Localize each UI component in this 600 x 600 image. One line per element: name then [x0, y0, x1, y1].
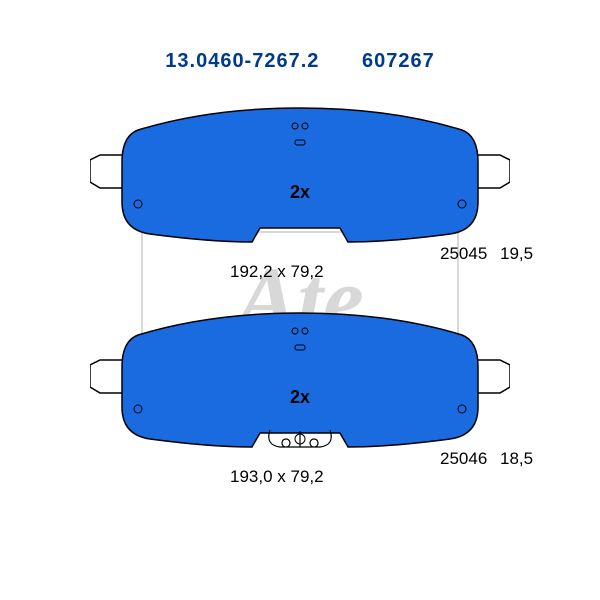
ref-bottom: 25046	[440, 449, 487, 469]
thickness-top: 19,5	[500, 244, 533, 264]
thickness-bottom: 18,5	[500, 449, 533, 469]
brake-pad-top	[90, 100, 510, 260]
brake-pad-bottom	[90, 305, 510, 465]
pad-bottom-body	[122, 313, 478, 447]
dimensions-bottom: 193,0 x 79,2	[230, 467, 324, 487]
ref-top: 25045	[440, 244, 487, 264]
qty-label-bottom: 2x	[280, 387, 320, 408]
dimensions-top: 192,2 x 79,2	[230, 262, 324, 282]
short-code: 607267	[362, 50, 435, 73]
pad-top-body	[122, 108, 478, 242]
part-number: 13.0460-7267.2	[165, 50, 319, 73]
diagram-canvas: 13.0460-7267.2 607267 Ate 2x 192,2 x 79,…	[0, 0, 600, 600]
qty-label-top: 2x	[280, 182, 320, 203]
header: 13.0460-7267.2 607267	[0, 50, 600, 73]
